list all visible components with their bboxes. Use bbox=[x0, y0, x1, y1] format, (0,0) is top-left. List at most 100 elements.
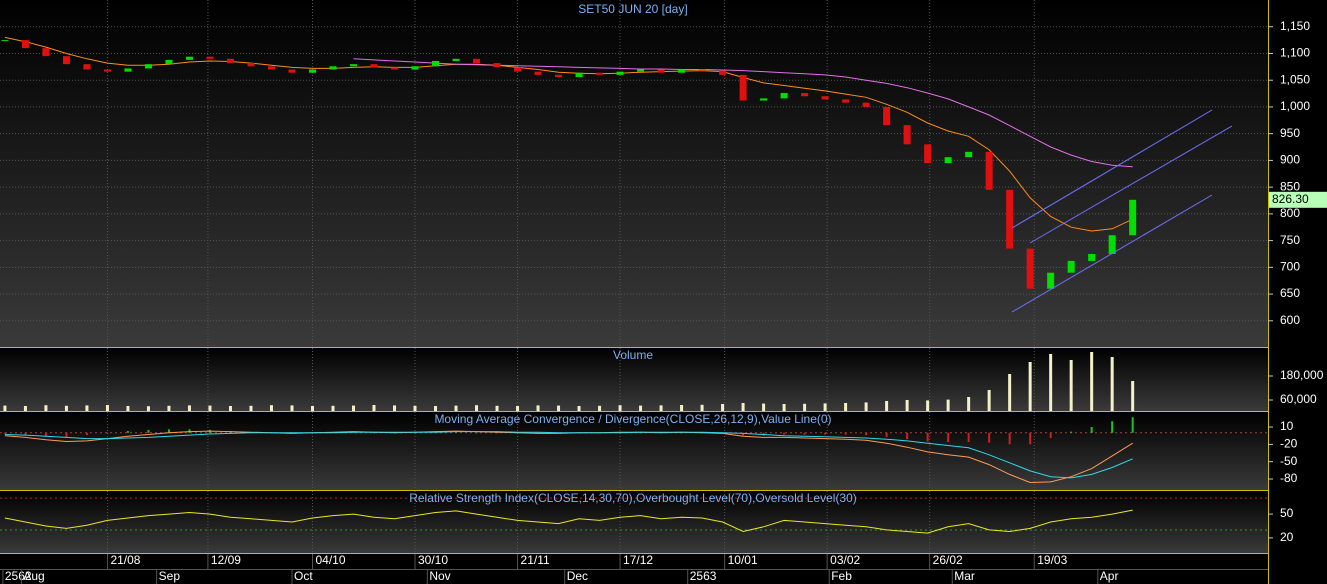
price-panel bbox=[0, 0, 1268, 347]
candle bbox=[83, 64, 91, 70]
histogram-bar bbox=[1070, 431, 1073, 433]
histogram-bar bbox=[742, 432, 745, 436]
candle bbox=[370, 64, 378, 68]
y-tick-label: 1,150 bbox=[1280, 19, 1310, 33]
candle bbox=[842, 99, 850, 103]
histogram-bar bbox=[926, 432, 929, 442]
moving-average bbox=[353, 58, 1133, 168]
volume-bar bbox=[187, 405, 191, 411]
histogram-bar bbox=[988, 432, 991, 443]
volume-bar bbox=[823, 403, 827, 411]
candle bbox=[739, 74, 747, 101]
volume-bar bbox=[351, 405, 355, 411]
volume-bar bbox=[1028, 362, 1032, 411]
volume-bar bbox=[946, 399, 950, 411]
volume-bar bbox=[64, 405, 68, 411]
x-tick-label: 21/08 bbox=[110, 553, 140, 567]
histogram-bar bbox=[167, 429, 170, 433]
histogram-bar bbox=[1029, 432, 1032, 445]
volume-bar bbox=[331, 405, 335, 411]
candle bbox=[1067, 260, 1075, 273]
candle bbox=[596, 72, 604, 75]
candle bbox=[883, 106, 891, 126]
volume-bar bbox=[536, 405, 540, 411]
y-tick-label: -50 bbox=[1280, 454, 1298, 468]
month-label: 2562 bbox=[5, 569, 32, 583]
candle bbox=[185, 56, 193, 60]
volume-bar bbox=[393, 405, 397, 411]
panel-borders bbox=[0, 0, 1269, 584]
y-tick-label: 20 bbox=[1280, 530, 1294, 544]
histogram-bar bbox=[188, 429, 191, 433]
trend-channel bbox=[1011, 109, 1233, 313]
volume-bar bbox=[310, 406, 314, 411]
candle bbox=[391, 67, 399, 70]
volume-bar bbox=[208, 405, 212, 411]
volume-bar bbox=[782, 404, 786, 411]
histogram-bar bbox=[824, 432, 827, 435]
candle bbox=[1, 40, 9, 42]
volume-bar bbox=[680, 405, 684, 411]
histogram-bar bbox=[1090, 427, 1093, 433]
marks bbox=[0, 0, 1268, 553]
month-label: Nov bbox=[429, 569, 450, 583]
histogram-bar bbox=[783, 432, 786, 435]
candle bbox=[678, 69, 686, 73]
last-price-label: 826.30 bbox=[1272, 192, 1309, 206]
volume-bar bbox=[146, 406, 150, 411]
y-tick-label: 50 bbox=[1280, 506, 1294, 520]
histogram-bar bbox=[1008, 432, 1011, 445]
month-label: Apr bbox=[1100, 569, 1119, 583]
y-tick-label: 700 bbox=[1280, 260, 1300, 274]
candle bbox=[985, 151, 993, 190]
candle bbox=[329, 66, 337, 70]
candle bbox=[780, 93, 788, 99]
candle bbox=[801, 93, 809, 97]
histogram-bar bbox=[1111, 421, 1114, 433]
candle bbox=[1026, 248, 1034, 289]
volume-bar bbox=[803, 403, 807, 411]
x-tick-label: 26/02 bbox=[933, 553, 963, 567]
rsi-panel bbox=[0, 491, 1268, 553]
volume-bar bbox=[700, 404, 704, 411]
volume-bar bbox=[269, 405, 273, 411]
volume-bar bbox=[967, 397, 971, 411]
y-tick-label: 10 bbox=[1280, 419, 1294, 433]
volume-bar bbox=[1008, 374, 1012, 411]
volume-panel bbox=[0, 348, 1268, 411]
candle bbox=[637, 69, 645, 72]
candle bbox=[944, 157, 952, 164]
volume-bar bbox=[598, 405, 602, 411]
chart-title: SET50 JUN 20 [day] bbox=[578, 2, 687, 16]
histogram-bar bbox=[475, 432, 478, 434]
channel-line bbox=[1029, 125, 1233, 244]
histogram-bar bbox=[147, 429, 150, 433]
volume-bar bbox=[557, 405, 561, 411]
candle bbox=[1088, 253, 1096, 261]
candle bbox=[144, 64, 152, 69]
histogram-bar bbox=[906, 432, 909, 440]
histogram-bar bbox=[803, 432, 806, 435]
x-tick-label: 04/10 bbox=[315, 553, 345, 567]
histogram-bar bbox=[65, 432, 68, 437]
x-tick-label: 19/03 bbox=[1037, 553, 1067, 567]
histogram-bar bbox=[496, 432, 499, 434]
volume-bar bbox=[434, 406, 438, 411]
volume-bar bbox=[495, 405, 499, 411]
candle bbox=[288, 69, 296, 73]
candle bbox=[247, 63, 255, 67]
candle bbox=[308, 69, 316, 73]
volume-bar bbox=[44, 405, 48, 411]
volume-bar bbox=[741, 403, 745, 411]
volume-bar bbox=[844, 403, 848, 411]
panel-title: Volume bbox=[613, 348, 653, 362]
volume-bar bbox=[1090, 352, 1094, 411]
candle bbox=[493, 63, 501, 68]
candle bbox=[698, 69, 706, 71]
candle bbox=[575, 72, 583, 77]
volume-bar bbox=[3, 405, 7, 411]
candle bbox=[165, 59, 173, 65]
volume-bar bbox=[1110, 357, 1114, 411]
candle bbox=[62, 56, 70, 65]
